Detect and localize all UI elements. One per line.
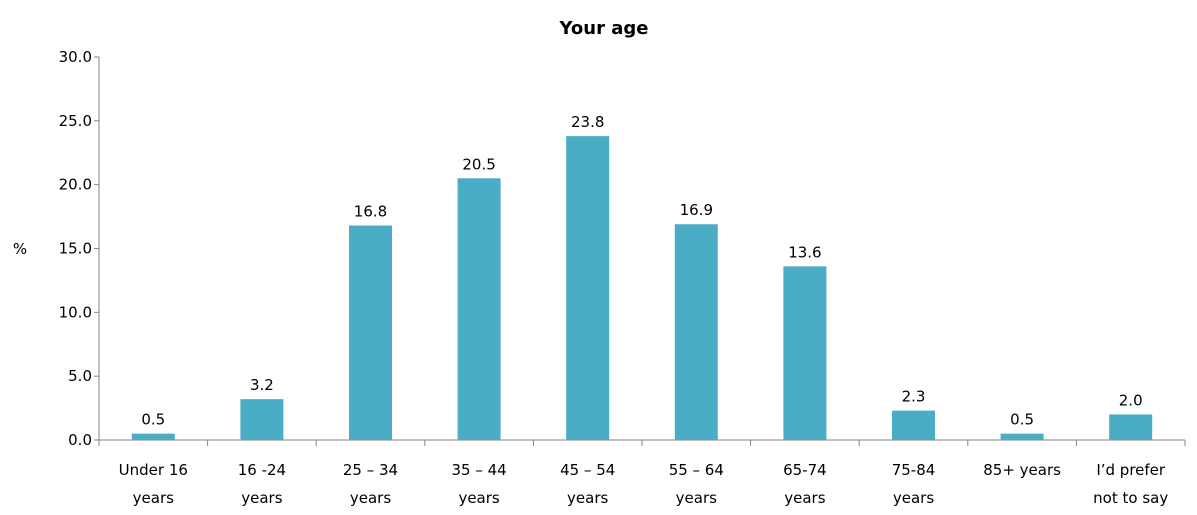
bar (240, 399, 284, 440)
bar (1000, 433, 1044, 440)
bar (566, 136, 610, 441)
bar (1109, 414, 1153, 440)
category-labels: Under 16 years 16 -24 years 25 – 34 years 35 –… (119, 461, 1169, 507)
bar (349, 225, 392, 440)
category-label: 35 – 44 (451, 461, 506, 479)
category-label: 85+ years (983, 461, 1061, 479)
data-label: 2.0 (1119, 391, 1143, 409)
category-label: 25 – 34 (343, 461, 398, 479)
category-label: 16 -24 (238, 461, 286, 479)
category-label: years (893, 489, 934, 507)
bar (783, 266, 827, 440)
category-label: I’d prefer (1096, 461, 1166, 479)
category-label: 75-84 (892, 461, 936, 479)
category-label: 45 – 54 (560, 461, 615, 479)
category-label: years (350, 489, 391, 507)
x-axis (98, 439, 1186, 446)
data-label: 13.6 (788, 243, 821, 261)
bar (892, 410, 935, 440)
chart-title: Your age (559, 18, 649, 39)
category-label: years (241, 489, 282, 507)
category-label: not to say (1093, 489, 1168, 507)
y-tick-label: 30.0 (59, 48, 92, 66)
y-tick-label: 5.0 (68, 367, 92, 385)
category-label: years (567, 489, 608, 507)
y-tick-label: 0.0 (68, 431, 92, 449)
category-label: years (784, 489, 825, 507)
data-label: 16.8 (354, 203, 387, 221)
y-tick-label: 10.0 (59, 303, 92, 321)
category-label: years (458, 489, 499, 507)
y-axis: 0.0 5.0 10.0 15.0 20.0 25.0 30.0 (59, 48, 100, 449)
data-label: 0.5 (1010, 411, 1034, 429)
data-label: 20.5 (462, 155, 495, 173)
bars (131, 136, 1153, 441)
category-label: years (676, 489, 717, 507)
data-label: 3.2 (250, 376, 274, 394)
y-axis-label: % (13, 240, 27, 258)
y-tick-label: 20.0 (59, 176, 92, 194)
category-label: 65-74 (783, 461, 827, 479)
y-tick-label: 25.0 (59, 112, 92, 130)
bar (131, 433, 175, 440)
data-label: 16.9 (680, 201, 713, 219)
category-label: 55 – 64 (669, 461, 724, 479)
data-label: 23.8 (571, 113, 604, 131)
bar (457, 178, 501, 441)
bar (674, 224, 718, 440)
y-tick-label: 15.0 (59, 240, 92, 258)
data-label: 2.3 (902, 388, 926, 406)
data-labels: 0.5 3.2 16.8 20.5 23.8 16.9 13.6 2.3 0.5 2.0 (141, 113, 1142, 428)
category-label: Under 16 (119, 461, 188, 479)
data-label: 0.5 (141, 411, 165, 429)
category-label: years (133, 489, 174, 507)
